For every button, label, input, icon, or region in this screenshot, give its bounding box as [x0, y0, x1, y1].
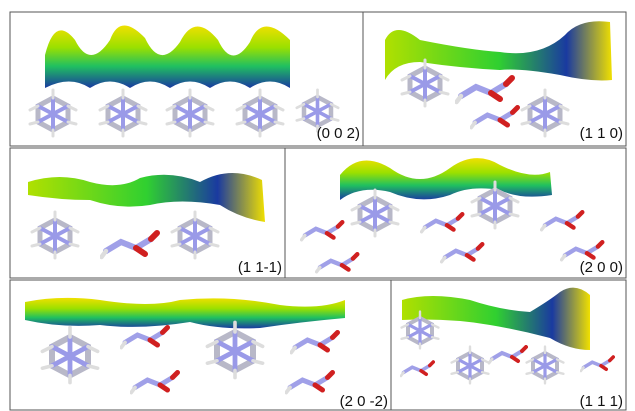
molecule	[121, 328, 167, 348]
surface	[28, 173, 265, 222]
surface	[25, 298, 345, 328]
molecule	[562, 242, 603, 260]
molecule	[32, 212, 78, 258]
surface	[340, 158, 552, 200]
panel-label: (0 0 2)	[317, 125, 360, 142]
panel: (2 0 0)	[285, 148, 626, 278]
molecule	[581, 357, 613, 371]
molecule	[286, 373, 332, 393]
surface	[45, 25, 290, 88]
molecule	[352, 190, 398, 236]
molecule	[422, 214, 463, 232]
molecule	[471, 108, 517, 128]
molecule	[401, 362, 433, 376]
molecule	[131, 373, 177, 393]
molecule	[42, 327, 97, 382]
panel-label: (1 1 1)	[580, 393, 623, 410]
molecule	[402, 60, 448, 106]
molecule	[522, 90, 568, 136]
molecule	[102, 233, 158, 257]
molecule	[167, 90, 213, 136]
molecule	[542, 212, 583, 230]
panel: (1 1-1)	[10, 148, 285, 278]
panel: (1 1 0)	[363, 12, 626, 146]
figure: (0 0 2) (1 1 0) (1 1-1) (2 0 0)	[0, 0, 635, 411]
molecule	[207, 322, 262, 377]
molecule	[489, 347, 526, 363]
molecule	[317, 254, 358, 272]
molecule	[457, 78, 513, 102]
molecule	[30, 90, 76, 136]
molecule	[452, 347, 489, 384]
molecule	[237, 90, 283, 136]
panel-label: (1 1-1)	[238, 259, 282, 276]
panel-label: (2 0 -2)	[340, 393, 388, 410]
panel-label: (2 0 0)	[580, 259, 623, 276]
panel: (1 1 1)	[391, 280, 626, 410]
molecule	[527, 347, 564, 384]
molecule	[302, 222, 343, 240]
molecule	[100, 90, 146, 136]
panel: (0 0 2)	[10, 12, 363, 146]
panel-label: (1 1 0)	[580, 125, 623, 142]
molecule	[442, 244, 483, 262]
molecule	[172, 212, 218, 258]
panel: (2 0 -2)	[10, 280, 391, 410]
surface	[402, 288, 590, 350]
molecule	[291, 333, 337, 353]
